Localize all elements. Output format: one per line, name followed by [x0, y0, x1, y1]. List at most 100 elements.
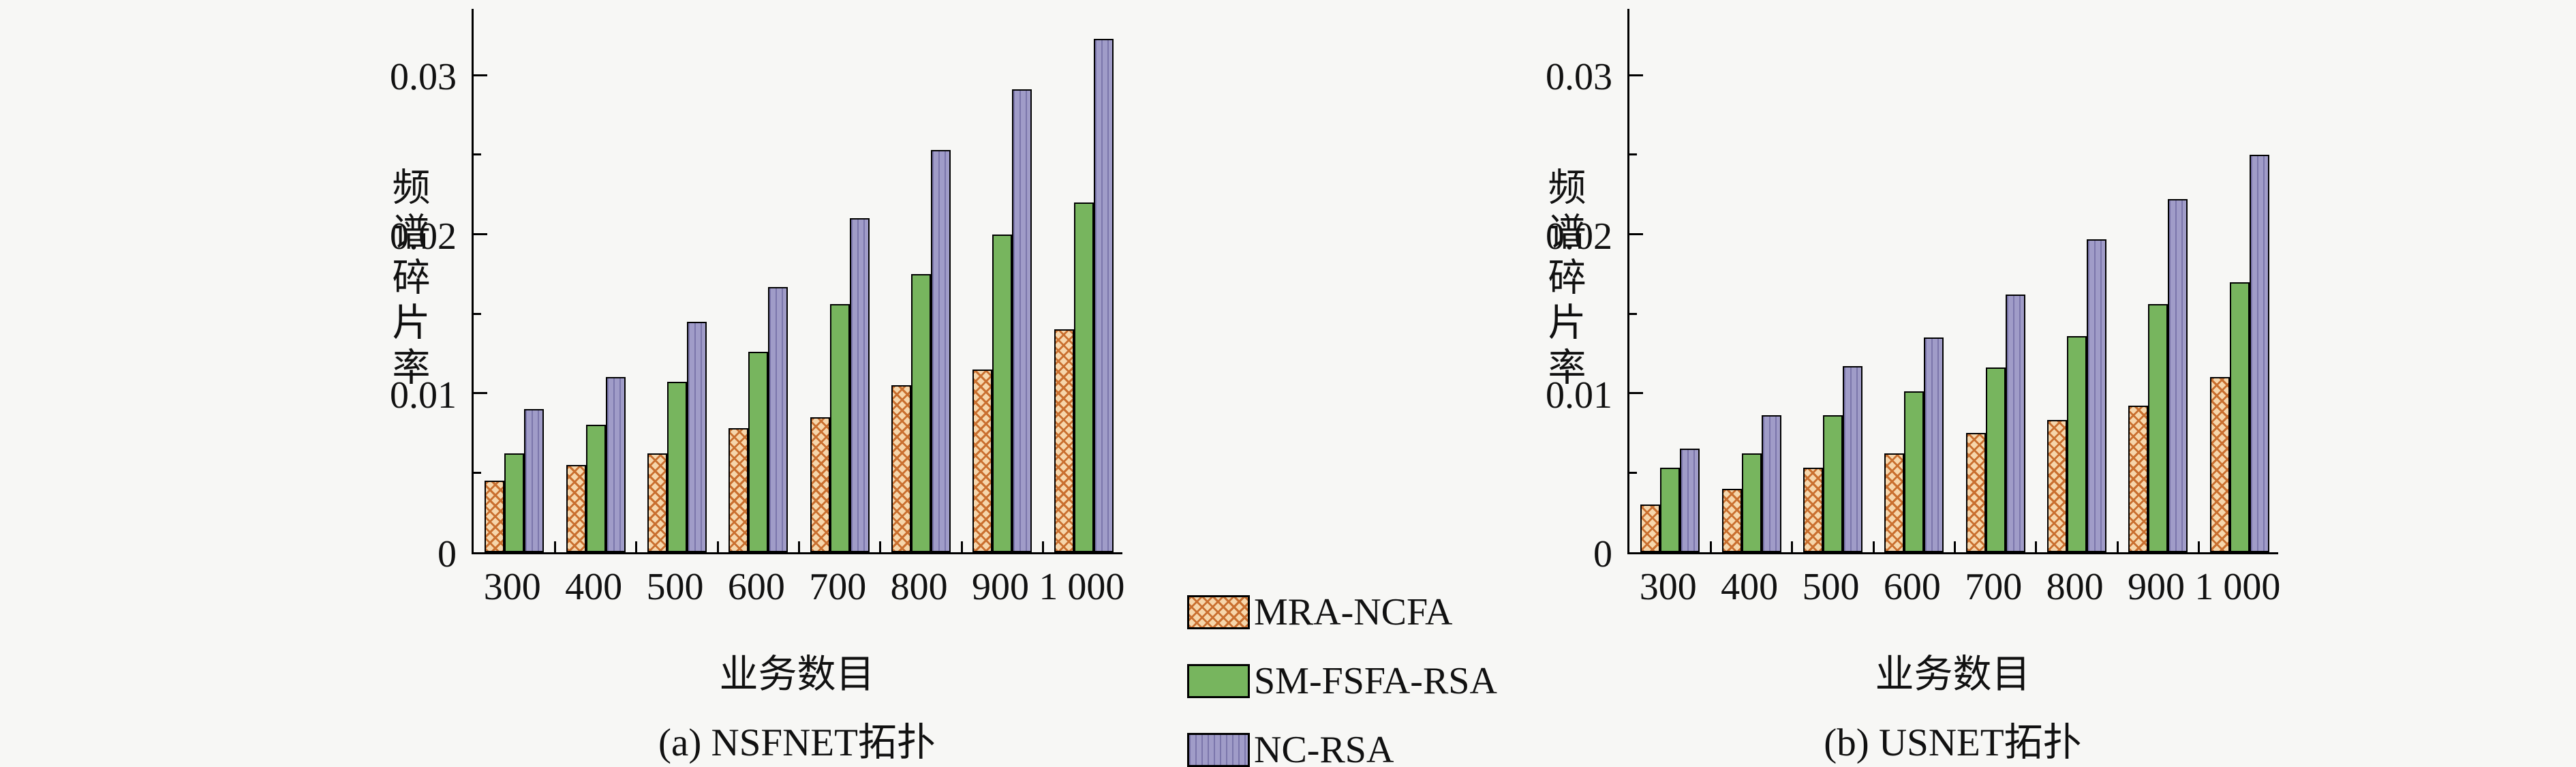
legend-label-mra-ncfa: MRA-NCFA: [1254, 590, 1453, 633]
bar-sm-fsfa-rsa: [2229, 282, 2250, 552]
bar-nc-rsa: [2168, 199, 2188, 552]
y-tick-label: 0: [1593, 533, 1612, 575]
bar-sm-fsfa-rsa: [666, 382, 687, 552]
bar-mra-ncfa: [1965, 433, 1986, 552]
bar-nc-rsa: [1093, 38, 1114, 552]
bar-mra-ncfa: [1640, 505, 1661, 552]
legend: MRA-NCFA SM-FSFA-RSA NC-RSA: [1187, 577, 1497, 767]
x-tick-label: 600: [1883, 566, 1941, 608]
bar-nc-rsa: [768, 286, 788, 552]
bar-sm-fsfa-rsa: [585, 425, 606, 552]
y-tick-label: 0.02: [390, 215, 457, 258]
bar-nc-rsa: [2249, 154, 2269, 552]
chart-usnet: 频谱碎片率 业务数目 (b) USNET拓扑 0 0.01 0.02 0.03 300 4…: [1497, 0, 2287, 767]
y-tick-mark: [1629, 233, 1643, 236]
bar-nc-rsa: [1012, 89, 1032, 552]
x-tick-mark: [716, 541, 719, 552]
x-tick-label: 800: [2046, 566, 2104, 608]
bar-nc-rsa: [1842, 366, 1862, 552]
x-tick-label: 900: [2127, 566, 2185, 608]
x-axis-title: 业务数目: [1875, 653, 2031, 696]
x-axis-title: 业务数目: [719, 653, 875, 696]
legend-label-sm-fsfa-rsa: SM-FSFA-RSA: [1254, 659, 1497, 702]
x-tick-mark: [1042, 541, 1045, 552]
bar-mra-ncfa: [891, 385, 912, 552]
bar-mra-ncfa: [1803, 468, 1823, 552]
bar-sm-fsfa-rsa: [1822, 415, 1843, 552]
bar-nc-rsa: [931, 149, 951, 552]
x-tick-label: 900: [971, 566, 1029, 608]
bar-mra-ncfa: [1884, 453, 1905, 552]
bar-nc-rsa: [1680, 449, 1700, 552]
y-minor-tick-mark: [1629, 312, 1637, 315]
x-tick-mark: [798, 541, 800, 552]
y-tick-label: 0.02: [1546, 215, 1612, 258]
bar-nc-rsa: [524, 409, 545, 552]
bar-sm-fsfa-rsa: [1660, 468, 1681, 552]
y-tick-label: 0.03: [1546, 56, 1612, 99]
bar-mra-ncfa: [647, 453, 667, 552]
x-tick-mark: [879, 541, 882, 552]
y-minor-tick-mark: [474, 312, 481, 315]
legend-item-mra-ncfa: MRA-NCFA: [1187, 577, 1497, 646]
x-tick-label: 500: [646, 566, 704, 608]
y-axis-title: 频谱碎片率: [1542, 167, 1584, 392]
x-tick-label: 500: [1802, 566, 1860, 608]
bar-sm-fsfa-rsa: [2067, 335, 2087, 552]
x-tick-label: 400: [1721, 566, 1779, 608]
bar-mra-ncfa: [2209, 377, 2230, 552]
y-tick-mark: [474, 74, 487, 76]
x-tick-label: 1 000: [1039, 566, 1125, 608]
bar-sm-fsfa-rsa: [504, 453, 525, 552]
y-tick-mark: [1629, 74, 1643, 76]
x-tick-mark: [2116, 541, 2119, 552]
bar-sm-fsfa-rsa: [911, 273, 932, 552]
bar-mra-ncfa: [2128, 406, 2149, 552]
x-tick-mark: [553, 541, 556, 552]
y-tick-label: 0.01: [1546, 374, 1612, 417]
bar-nc-rsa: [2005, 295, 2025, 552]
x-tick-mark: [635, 541, 638, 552]
y-tick-label: 0.01: [390, 374, 457, 417]
y-tick-mark: [474, 392, 487, 395]
y-tick-mark: [474, 233, 487, 236]
subfigure-caption-a: (a) NSFNET拓扑: [658, 721, 936, 764]
bar-nc-rsa: [605, 377, 626, 552]
x-tick-label: 700: [809, 566, 867, 608]
x-tick-label: 700: [1965, 566, 2023, 608]
x-tick-label: 300: [483, 566, 541, 608]
legend-item-nc-rsa: NC-RSA: [1187, 715, 1497, 767]
x-tick-label: 300: [1639, 566, 1697, 608]
bar-sm-fsfa-rsa: [1985, 367, 2006, 552]
y-tick-label: 0.03: [390, 56, 457, 99]
y-tick-label: 0: [438, 533, 457, 575]
legend-swatch-nc-rsa: [1187, 732, 1250, 767]
bar-sm-fsfa-rsa: [2148, 304, 2168, 552]
bar-mra-ncfa: [2047, 420, 2068, 552]
subfigure-caption-b: (b) USNET拓扑: [1824, 721, 2082, 764]
bar-nc-rsa: [2087, 239, 2107, 552]
y-minor-tick-mark: [1629, 471, 1637, 474]
legend-label-nc-rsa: NC-RSA: [1254, 728, 1394, 767]
y-axis-title: 频谱碎片率: [386, 167, 429, 392]
y-minor-tick-mark: [474, 153, 481, 156]
y-minor-tick-mark: [1629, 153, 1637, 156]
plot-area-usnet: [1627, 9, 2278, 554]
x-tick-mark: [1791, 541, 1794, 552]
x-tick-mark: [2198, 541, 2201, 552]
plot-area-nsfnet: [472, 9, 1122, 554]
bar-mra-ncfa: [1054, 329, 1074, 552]
bar-nc-rsa: [1924, 337, 1944, 552]
x-tick-mark: [2035, 541, 2038, 552]
bar-nc-rsa: [686, 321, 707, 552]
bar-sm-fsfa-rsa: [1073, 202, 1094, 552]
x-tick-label: 400: [565, 566, 623, 608]
bar-sm-fsfa-rsa: [748, 352, 769, 552]
chart-nsfnet: 频谱碎片率 业务数目 (a) NSFNET拓扑 0 0.01 0.02 0.03 300…: [341, 0, 1131, 767]
x-tick-label: 600: [727, 566, 785, 608]
x-tick-label: 1 000: [2194, 566, 2281, 608]
bar-sm-fsfa-rsa: [1741, 453, 1762, 552]
legend-swatch-sm-fsfa-rsa: [1187, 663, 1250, 698]
bar-mra-ncfa: [485, 481, 505, 552]
